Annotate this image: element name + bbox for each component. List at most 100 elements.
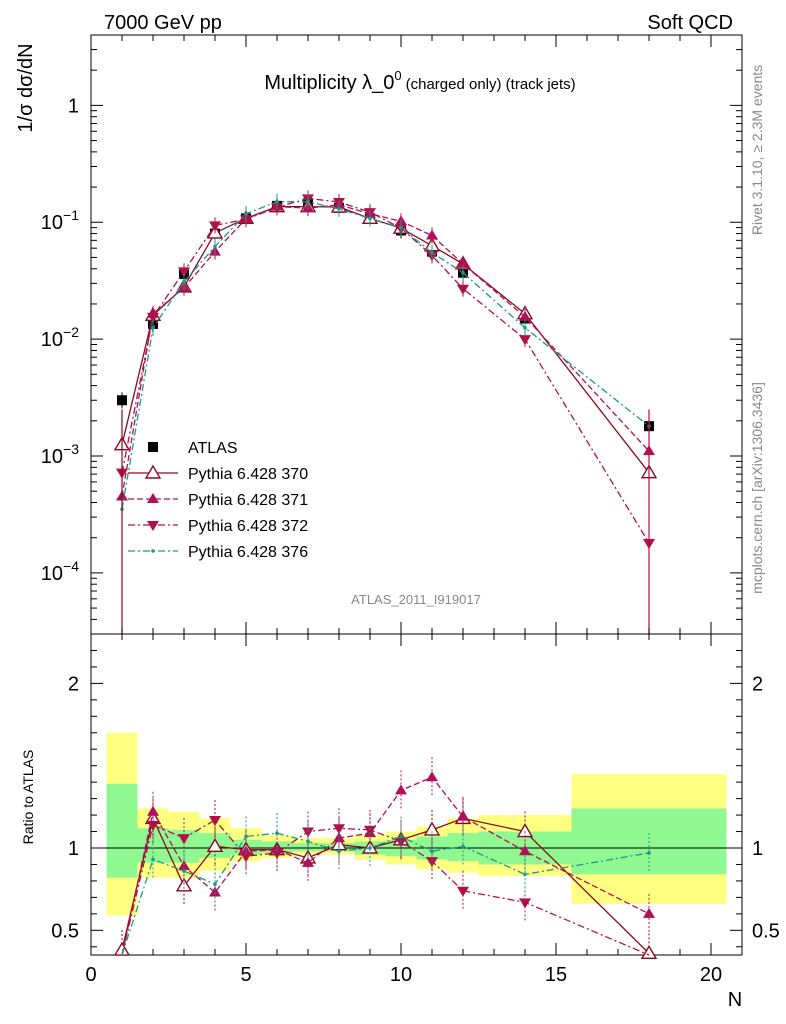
data-marker [209,221,221,232]
ratio-frame [90,633,743,956]
data-marker [399,225,403,230]
data-marker [461,844,465,849]
data-marker [523,326,527,330]
data-marker [151,549,155,553]
data-marker [213,882,217,887]
data-marker [178,834,190,845]
mcplots-label: mcplots.cern.ch [arXiv:1306.3436] [749,382,765,594]
data-marker [244,212,248,216]
data-marker [147,521,159,531]
data-marker [423,821,441,836]
ratio-y-tick-label: 2 [68,673,79,695]
data-marker [148,442,158,452]
y-tick-label: 10−1 [41,207,79,234]
series-2 [116,196,655,505]
data-marker [302,827,314,838]
data-marker [426,857,438,868]
data-marker [457,810,469,821]
series-1 [113,198,658,481]
main-panel: 1 10−1 10−2 10−3 10−4 [41,34,743,635]
y-tick-label: 1 [68,95,79,117]
ratio-y-tick-label: 0.5 [51,920,79,942]
data-marker [275,199,279,204]
data-marker [306,839,310,844]
band-green [106,783,138,878]
data-marker [519,845,531,856]
data-marker [147,312,159,323]
legend-label: Pythia 6.428 371 [188,492,308,509]
data-marker [519,898,531,909]
data-marker [240,852,252,863]
data-marker [337,849,341,854]
legend-label: Pythia 6.428 376 [188,544,308,561]
x-tick-label: 10 [390,964,412,986]
data-marker [206,837,224,853]
legend-label: Pythia 6.428 370 [188,466,308,483]
data-marker [178,267,190,278]
ratio-panel: 0 5 10 15 20 0.5 0.5 1 1 2 2 [51,622,780,986]
ratio-series-3 [121,813,651,956]
data-marker [457,284,469,295]
header-right: Soft QCD [647,12,733,34]
legend-entry: Pythia 6.428 372 [128,518,308,535]
data-marker [368,216,372,221]
rivet-label: Rivet 3.1.10, ≥ 2.3M events [749,65,765,235]
data-marker [457,886,469,897]
data-marker [113,941,131,956]
data-marker [144,464,162,479]
data-marker [151,326,155,330]
data-marker [426,771,438,782]
chart-title-small: (charged only) (track jets) [406,76,576,93]
legend-entry: Pythia 6.428 371 [128,492,308,509]
ratio-y-tick-label-right: 0.5 [752,920,780,942]
ratio-ylabel: Ratio to ATLAS [20,750,36,845]
data-marker [151,857,155,862]
data-marker [430,849,434,854]
data-marker [519,335,531,346]
data-marker [271,848,283,859]
chart-title: Multiplicity λ_00 (charged only) (track j… [264,68,575,94]
header-left: 7000 GeV pp [104,12,222,34]
data-marker [426,229,438,240]
x-axis-label: N [728,989,742,1011]
data-marker [519,310,531,321]
data-marker [461,270,465,275]
series-0 [117,195,654,435]
legend-entry: Pythia 6.428 376 [128,544,308,561]
data-marker [117,395,127,406]
ratio-y-tick-label-right: 1 [752,838,763,860]
data-marker [306,199,310,204]
data-marker [333,824,345,835]
ratio-series-line [121,819,650,956]
data-marker [643,907,655,918]
series-line [121,204,650,497]
chart-title-main: Multiplicity λ_0 [264,72,394,94]
data-marker [647,851,651,855]
x-tick-label: 15 [545,964,567,986]
main-ylabel: 1/σ dσ/dN [15,43,37,132]
data-marker [430,250,434,255]
data-marker [209,886,221,897]
data-marker [399,834,403,839]
data-marker [275,831,279,835]
x-tick-label: 20 [700,964,722,986]
legend: ATLAS Pythia 6.428 370 Pythia 6.428 371 Pyt… [128,440,308,561]
data-marker [244,834,248,839]
data-marker [182,869,186,873]
y-tick-label: 10−4 [41,558,79,585]
legend-label: Pythia 6.428 372 [188,518,308,535]
data-marker [640,944,658,960]
data-marker [178,860,190,871]
data-marker [213,244,217,249]
chart-title-sup: 0 [394,68,401,83]
data-marker [302,856,314,867]
data-marker [147,493,159,503]
x-tick-label: 5 [240,964,251,986]
data-marker [209,816,221,827]
data-marker [337,207,341,211]
legend-label: ATLAS [188,440,238,457]
y-tick-label: 10−3 [41,441,79,468]
y-tick-label: 10−2 [41,324,79,351]
data-marker [395,784,407,795]
